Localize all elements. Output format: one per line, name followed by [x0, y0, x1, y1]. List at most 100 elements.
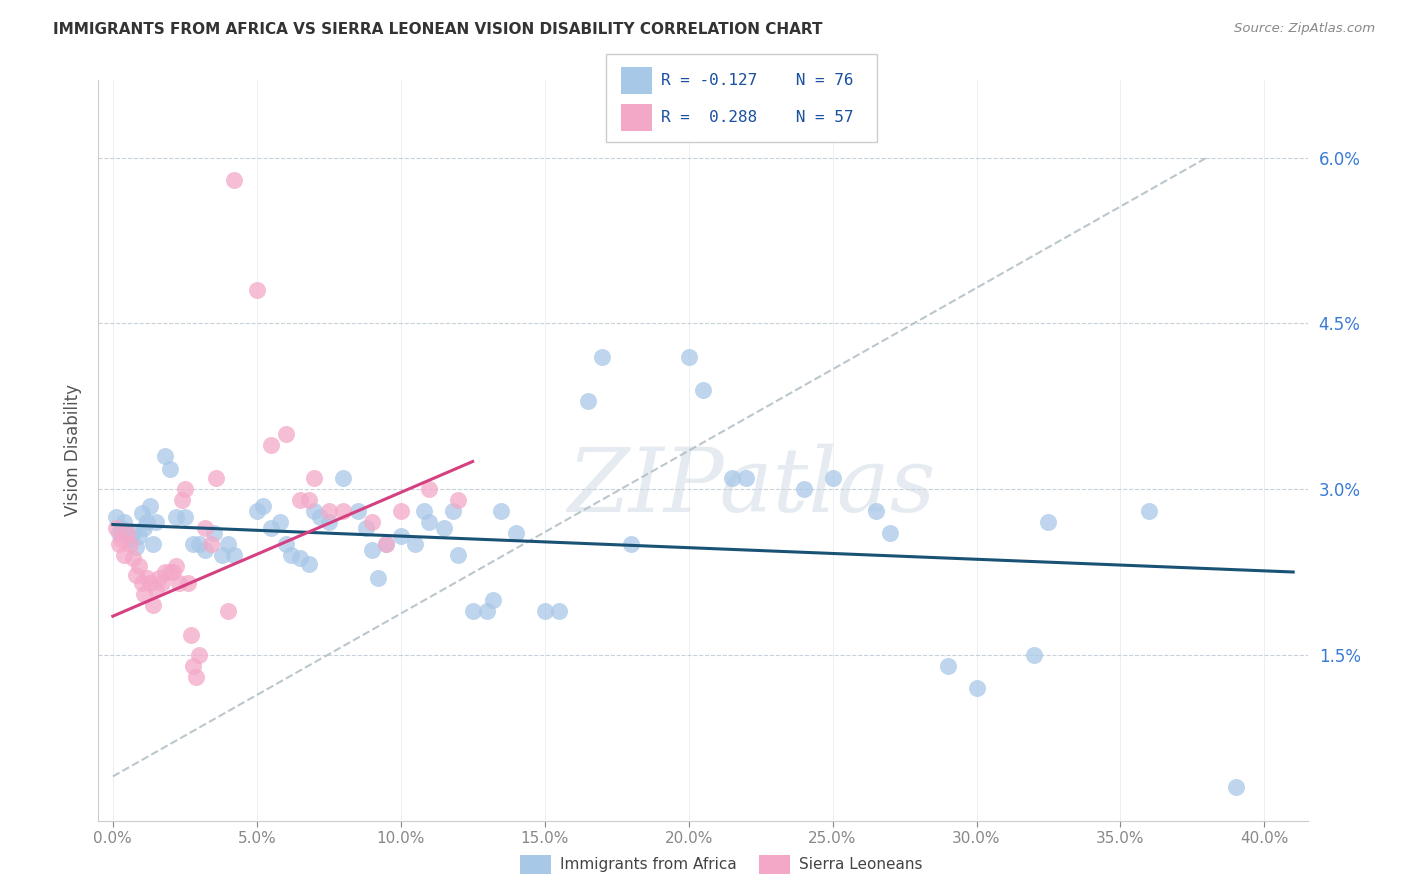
Point — [1022, 648, 1045, 662]
Point — [134, 521, 156, 535]
Point — [222, 549, 245, 563]
Point — [205, 471, 228, 485]
Point — [167, 576, 190, 591]
Point — [194, 542, 217, 557]
Point — [288, 550, 311, 565]
Point — [134, 587, 156, 601]
Point — [107, 526, 129, 541]
Point — [936, 659, 959, 673]
Point — [879, 526, 901, 541]
Point — [332, 471, 354, 485]
Point — [162, 565, 184, 579]
Point — [148, 570, 170, 584]
Point — [188, 648, 211, 662]
Point — [865, 504, 887, 518]
Point — [475, 604, 498, 618]
Point — [128, 559, 150, 574]
Point — [131, 576, 153, 591]
Point — [1225, 780, 1247, 795]
Point — [115, 526, 138, 541]
Point — [170, 493, 193, 508]
Point — [491, 504, 513, 518]
Point — [110, 521, 132, 535]
Point — [280, 549, 302, 563]
Point — [433, 521, 456, 535]
Point — [122, 550, 145, 565]
Point — [159, 565, 181, 579]
Point — [1038, 516, 1060, 530]
Text: Sierra Leoneans: Sierra Leoneans — [799, 857, 922, 871]
Point — [211, 549, 233, 563]
Point — [183, 537, 205, 551]
Point — [304, 471, 326, 485]
Point — [139, 499, 162, 513]
Point — [120, 532, 142, 546]
Point — [304, 504, 326, 518]
Point — [274, 537, 297, 551]
Point — [418, 482, 440, 496]
Point — [482, 592, 505, 607]
Point — [1137, 504, 1160, 518]
Point — [222, 172, 245, 186]
Point — [375, 537, 398, 551]
Point — [505, 526, 527, 541]
Point — [188, 537, 211, 551]
Point — [620, 537, 643, 551]
Point — [735, 471, 758, 485]
Point — [200, 537, 222, 551]
Point — [332, 504, 354, 518]
Y-axis label: Vision Disability: Vision Disability — [63, 384, 82, 516]
Point — [297, 493, 319, 508]
Point — [389, 528, 412, 542]
Point — [318, 504, 340, 518]
Point — [125, 568, 148, 582]
Point — [260, 521, 283, 535]
Point — [447, 493, 470, 508]
Point — [159, 462, 181, 476]
Point — [361, 516, 384, 530]
Point — [139, 576, 162, 591]
Point — [576, 393, 599, 408]
Point — [115, 526, 138, 541]
Point — [142, 537, 165, 551]
Point — [125, 540, 148, 554]
Point — [404, 537, 426, 551]
Point — [260, 438, 283, 452]
Point — [153, 449, 176, 463]
Point — [441, 504, 464, 518]
Text: R = -0.127    N = 76: R = -0.127 N = 76 — [661, 73, 853, 87]
Point — [692, 383, 714, 397]
Point — [180, 628, 202, 642]
Point — [269, 516, 291, 530]
Point — [136, 570, 159, 584]
Point — [346, 504, 368, 518]
Text: IMMIGRANTS FROM AFRICA VS SIERRA LEONEAN VISION DISABILITY CORRELATION CHART: IMMIGRANTS FROM AFRICA VS SIERRA LEONEAN… — [53, 22, 823, 37]
Point — [173, 482, 195, 496]
Point — [821, 471, 844, 485]
Point — [246, 504, 269, 518]
Point — [678, 350, 700, 364]
Point — [153, 565, 176, 579]
Point — [309, 509, 332, 524]
Point — [288, 493, 311, 508]
Point — [112, 516, 135, 530]
Point — [318, 516, 340, 530]
Point — [186, 670, 208, 684]
Point — [252, 499, 274, 513]
Point — [131, 507, 153, 521]
Point — [217, 604, 239, 618]
Point — [412, 504, 434, 518]
Point — [150, 576, 173, 591]
Point — [217, 537, 239, 551]
Point — [183, 659, 205, 673]
Point — [367, 570, 389, 584]
Text: R =  0.288    N = 57: R = 0.288 N = 57 — [661, 111, 853, 125]
Point — [165, 509, 187, 524]
Text: ZIPatlas: ZIPatlas — [567, 444, 935, 531]
Point — [274, 426, 297, 441]
Point — [966, 681, 988, 695]
Point — [128, 528, 150, 542]
Point — [104, 521, 127, 535]
Point — [354, 521, 377, 535]
Point — [533, 604, 555, 618]
